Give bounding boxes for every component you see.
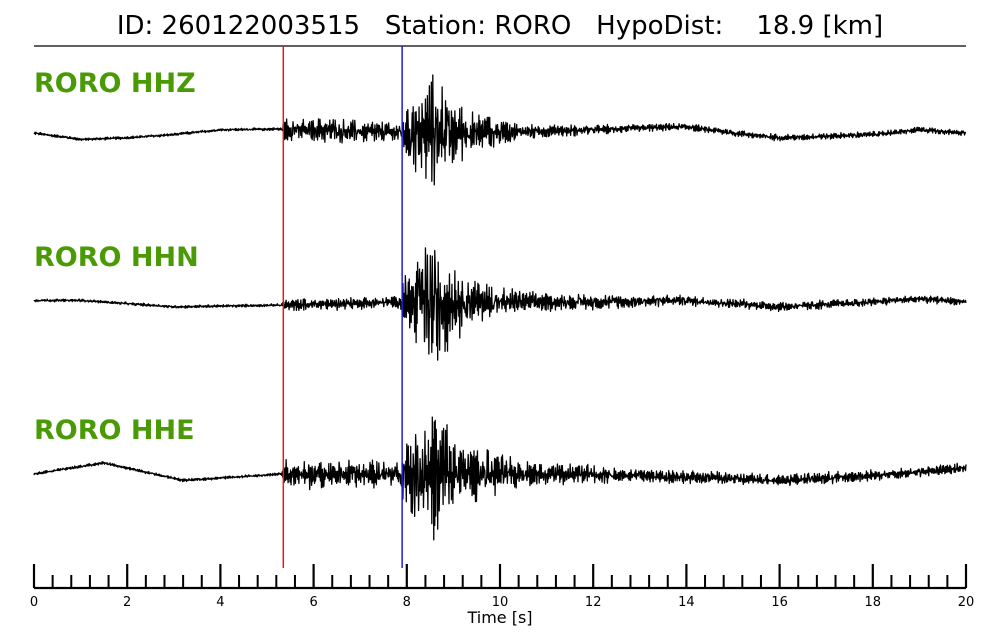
x-tick-label: 18 bbox=[865, 595, 882, 610]
time-axis: 0 2 4 6 8 10 12 14 16 18 20 Time [s] bbox=[30, 564, 974, 627]
trace-label-roro-hhe: RORO HHE bbox=[34, 415, 195, 446]
x-tick-label: 8 bbox=[403, 595, 411, 610]
trace-labels-group: RORO HHZ RORO HHN RORO HHE bbox=[34, 68, 199, 446]
trace-roro-hhn bbox=[33, 247, 967, 361]
trace-label-roro-hhn: RORO HHN bbox=[34, 242, 199, 273]
x-tick-label: 12 bbox=[585, 595, 602, 610]
x-tick-label: 6 bbox=[309, 595, 317, 610]
traces-group bbox=[33, 74, 967, 541]
x-tick-label: 0 bbox=[30, 595, 38, 610]
plot-title: ID: 260122003515 Station: RORO HypoDist:… bbox=[116, 11, 884, 41]
x-tick-label: 4 bbox=[216, 595, 224, 610]
trace-label-roro-hhz: RORO HHZ bbox=[34, 68, 196, 99]
trace-roro-hhz bbox=[33, 74, 967, 186]
trace-roro-hhe bbox=[33, 416, 967, 541]
x-tick-label: 14 bbox=[678, 595, 695, 610]
x-axis-title: Time [s] bbox=[466, 608, 532, 627]
x-tick-label: 10 bbox=[492, 595, 509, 610]
x-tick-label: 16 bbox=[771, 595, 788, 610]
x-tick-label: 20 bbox=[958, 595, 975, 610]
x-tick-label: 2 bbox=[123, 595, 131, 610]
phase-picks-group bbox=[282, 46, 403, 568]
